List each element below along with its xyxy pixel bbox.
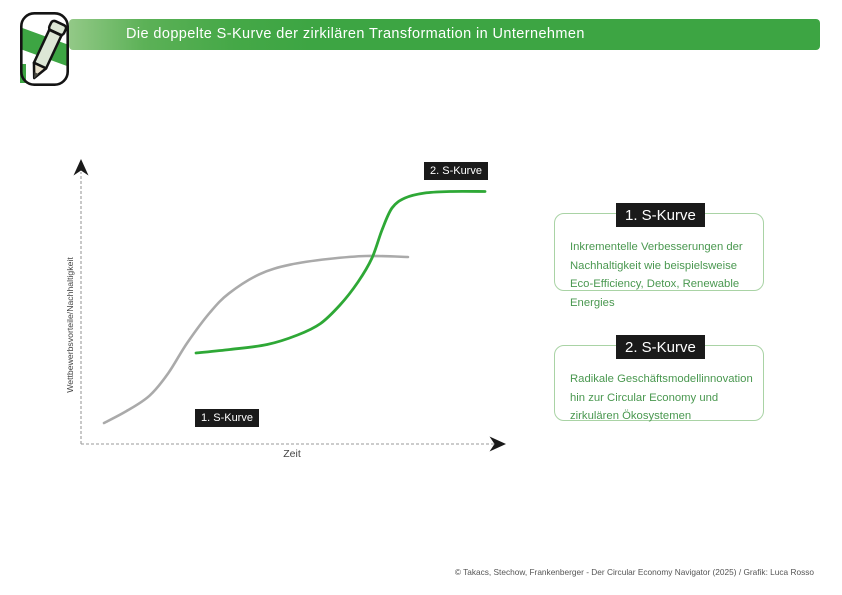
svg-text:Wettbewerbsvorteile/Nachhaltig: Wettbewerbsvorteile/Nachhaltigkeit (65, 257, 75, 393)
svg-text:Zeit: Zeit (283, 448, 301, 460)
